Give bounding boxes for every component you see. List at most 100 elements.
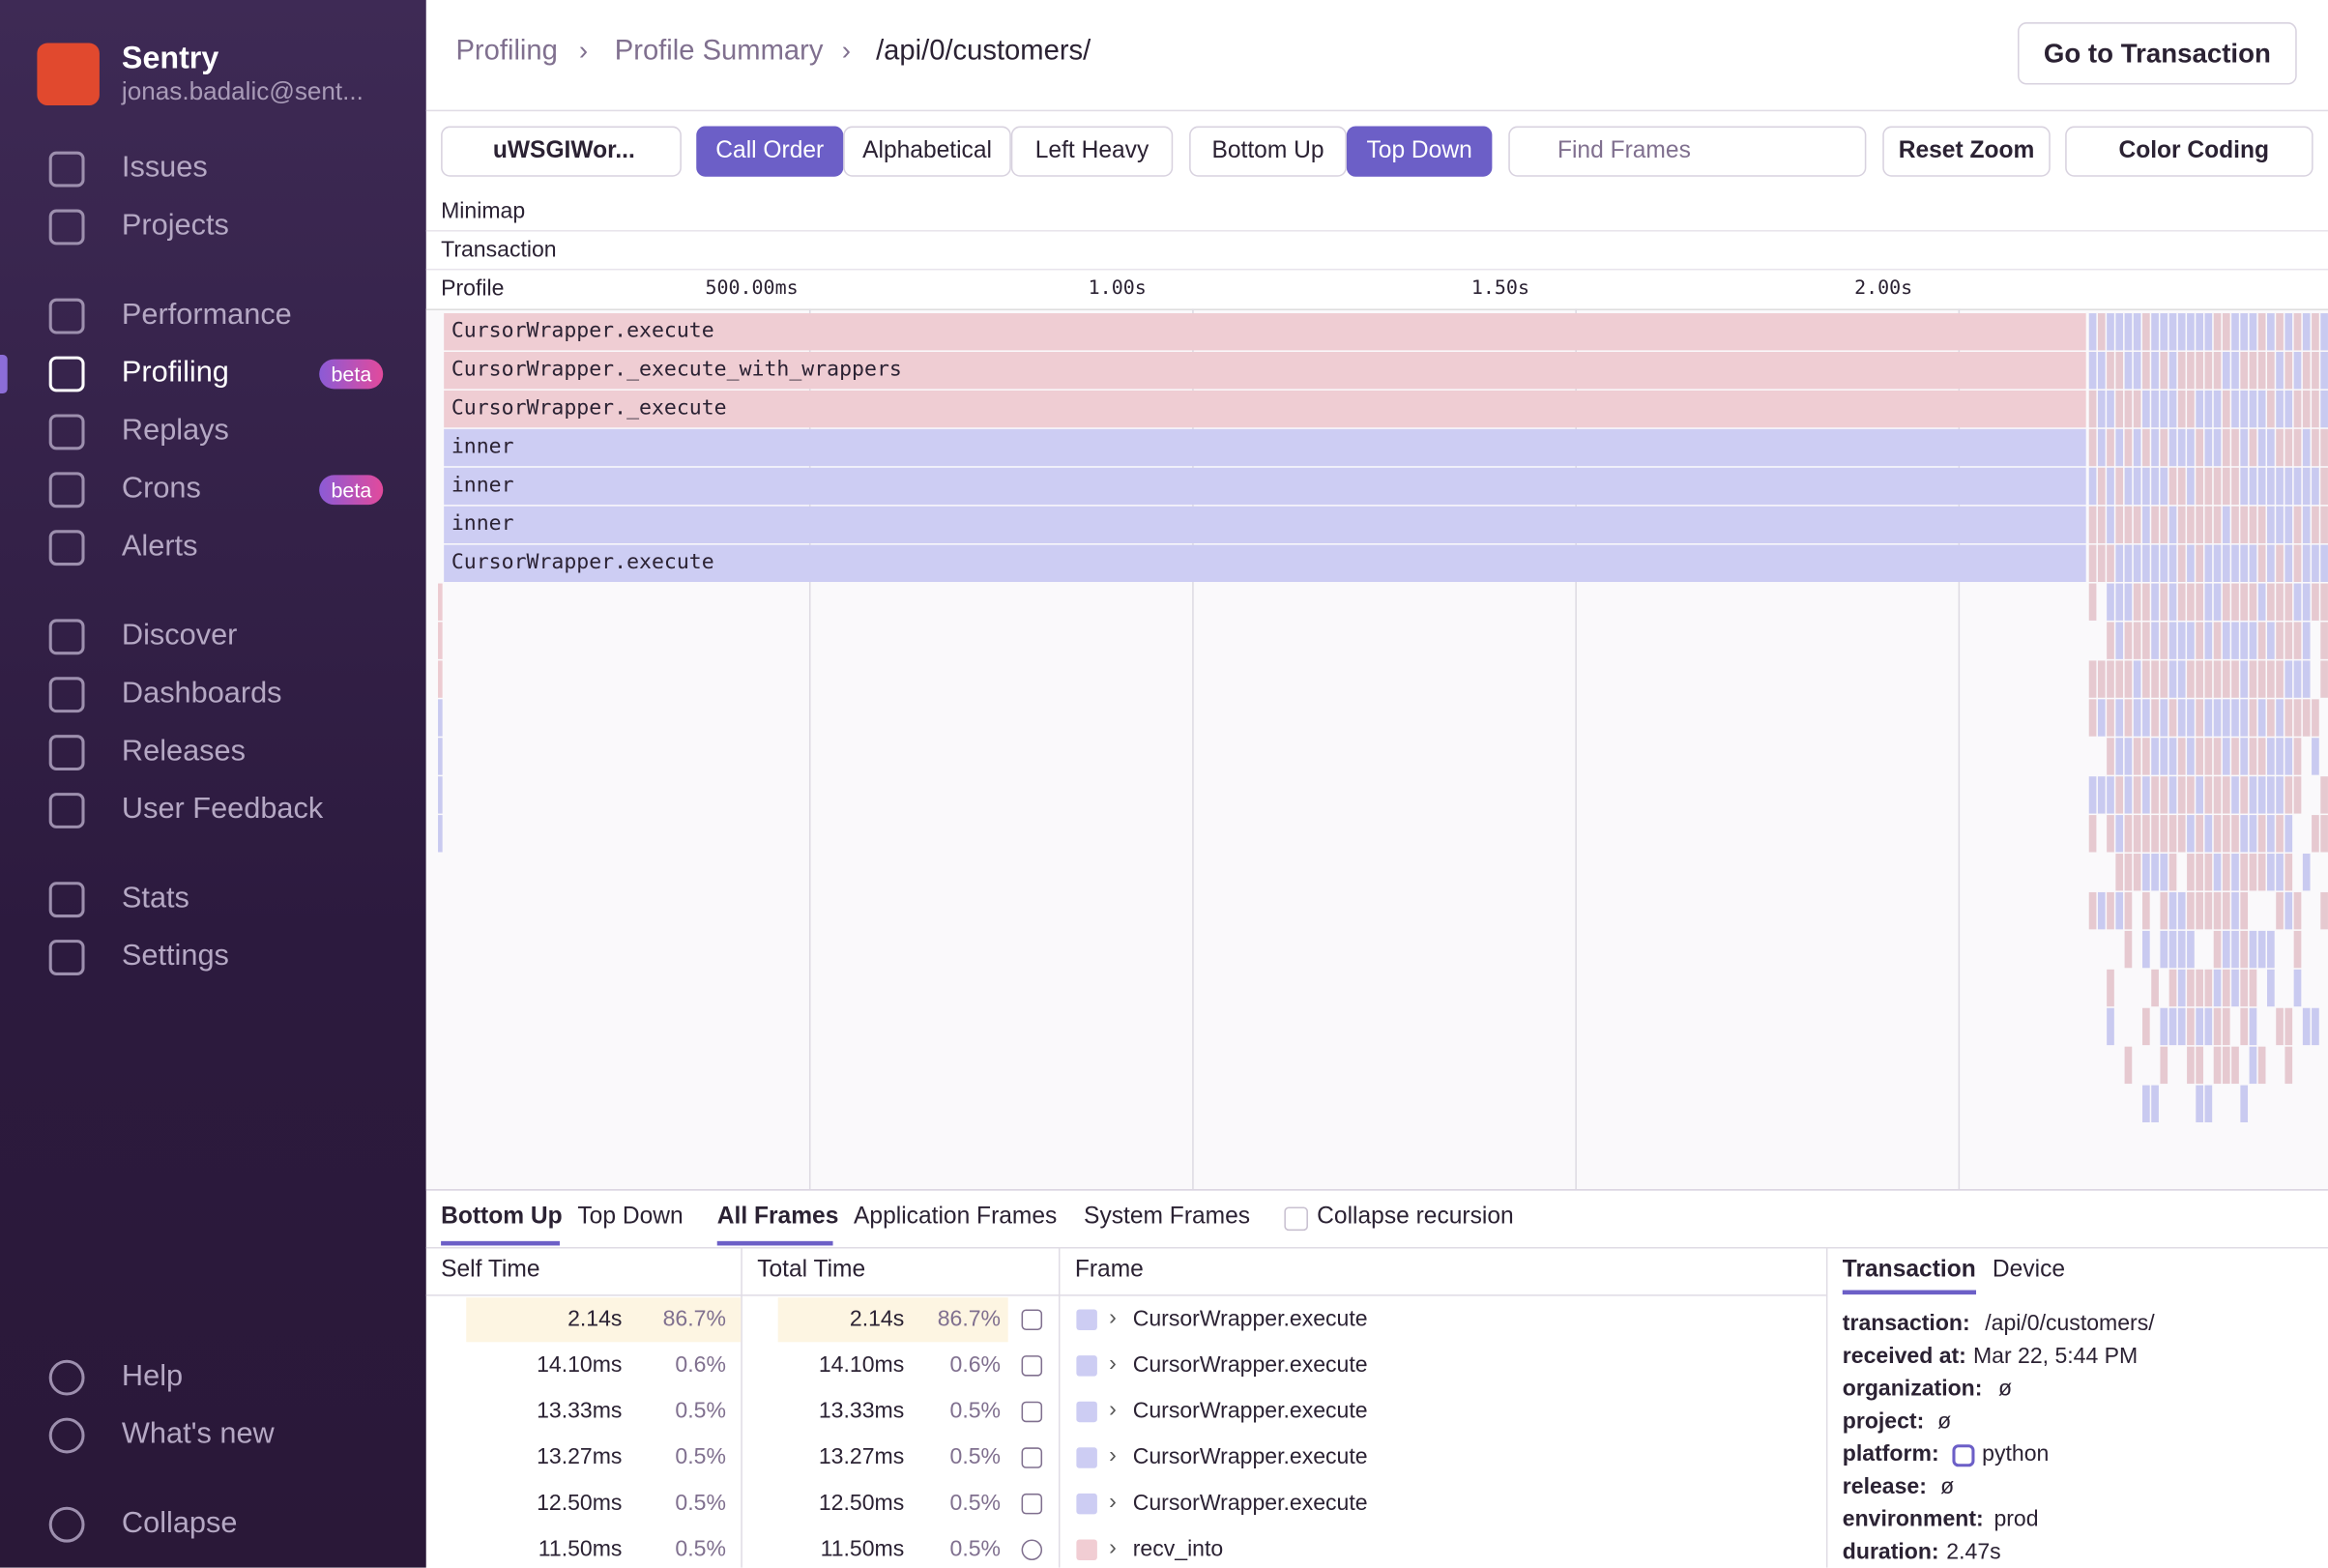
frame-tail [2213,930,2222,969]
frame[interactable]: inner [444,467,2086,506]
frame-tail [2088,776,2097,814]
frame-tail [2320,776,2328,814]
cell: 86.7% [662,1306,726,1332]
frame[interactable]: CursorWrapper.execute [444,313,2086,351]
frame-tail [2293,428,2302,467]
frame-tail [2151,544,2159,582]
frame-tail [2187,776,2195,814]
search-input[interactable]: Find Frames [1508,126,1867,177]
nav-item[interactable]: Crons [121,472,201,506]
frame-tail [2249,699,2257,737]
segment-button[interactable]: Alphabetical [843,126,1011,177]
nav-item[interactable]: Projects [121,209,229,243]
nav-icon [48,882,85,918]
cell: 0.5% [675,1398,726,1424]
frame[interactable]: inner [444,428,2086,467]
frame-name[interactable]: CursorWrapper.execute [1132,1306,1368,1332]
reset-zoom[interactable]: Reset Zoom [1882,126,2051,177]
nav-item[interactable]: Issues [121,151,208,185]
frame-tail [2249,1007,2257,1046]
breadcrumb[interactable]: Profiling [455,35,558,68]
frame-tail [2160,583,2168,621]
nav-item[interactable]: Replays [121,414,229,448]
nav-item[interactable]: Discover [121,619,238,653]
frame-tail [2249,544,2257,582]
filter-tab[interactable]: Application Frames [854,1204,1058,1230]
frame-tail [2293,622,2302,659]
frame-name[interactable]: CursorWrapper.execute [1132,1444,1368,1470]
org-name[interactable]: Sentry [121,41,219,76]
frame[interactable]: CursorWrapper.execute [444,544,2086,582]
breadcrumb[interactable]: Profile Summary [614,35,824,68]
nav-item[interactable]: Performance [121,298,292,332]
column-header[interactable]: Frame [1074,1257,1144,1283]
frame-tail [2257,351,2266,390]
frame-tail [2276,1007,2284,1046]
frame-swatch [1076,1447,1097,1468]
frame-tail [2213,467,2222,506]
frame-tail [2160,1007,2168,1046]
checkbox[interactable] [1284,1206,1308,1232]
frame-tail [2249,660,2257,698]
frame-tail [2284,738,2293,775]
frame-tail [2312,544,2319,582]
frame-tail [2160,313,2168,351]
segment-button[interactable]: Top Down [1346,126,1493,177]
nav-item[interactable]: Stats [121,882,189,915]
frame-tail [2088,390,2097,428]
nav-item[interactable]: Settings [121,940,229,973]
frame-tail [2213,622,2222,659]
nav-item[interactable]: User Feedback [121,793,324,826]
frame-tail [2160,699,2168,737]
tab[interactable]: Top Down [577,1204,684,1230]
divider [425,268,2328,271]
column-header[interactable]: Total Time [757,1257,866,1283]
frame-tail [2187,467,2195,506]
frame-name[interactable]: CursorWrapper.execute [1132,1398,1368,1424]
frame-tail [2276,738,2284,775]
nav-item[interactable]: Dashboards [121,677,282,711]
filter-tab[interactable]: All Frames [716,1204,839,1230]
segment-button[interactable]: Left Heavy [1010,126,1174,177]
nav-item[interactable]: Releases [121,735,246,768]
go-to-transaction[interactable]: Go to Transaction [2018,22,2297,85]
frame[interactable]: CursorWrapper._execute_with_wrappers [444,351,2086,390]
footer-item[interactable]: Collapse [121,1506,238,1540]
frame-tail [2293,738,2302,775]
cell: 14.10ms [537,1352,623,1379]
frame-tail [2133,699,2141,737]
color-coding[interactable]: Color Coding [2065,126,2313,177]
frame-name[interactable]: CursorWrapper.execute [1132,1490,1368,1516]
column-header[interactable]: Self Time [441,1257,540,1283]
footer-item[interactable]: Help [121,1359,184,1393]
frame-tail [2257,506,2266,544]
frame[interactable]: CursorWrapper._execute [444,390,2086,428]
nav-item[interactable]: Profiling [121,356,229,390]
frame[interactable]: inner [444,506,2086,544]
details-tab[interactable]: Device [1992,1257,2066,1283]
nav-item[interactable]: Alerts [121,530,198,564]
frame-tail [2142,699,2150,737]
frame-tail [2276,776,2284,814]
frame-tail [2142,930,2150,969]
frame-tail [2115,854,2124,891]
section-header[interactable]: Minimap [441,198,526,224]
frame-tail [2107,583,2114,621]
frame-tail [2257,544,2266,582]
segment-button[interactable]: Bottom Up [1189,126,1347,177]
details-tab[interactable]: Transaction [1842,1257,1976,1283]
segment-button[interactable]: Call Order [696,126,844,177]
section-header[interactable]: Transaction [441,237,557,263]
filter-tab[interactable]: System Frames [1084,1204,1251,1230]
frame-name[interactable]: CursorWrapper.execute [1132,1352,1368,1379]
frame-tail [2240,390,2249,428]
frame-name[interactable]: recv_into [1132,1536,1224,1562]
cell: 13.27ms [537,1444,623,1470]
tab[interactable]: Bottom Up [441,1204,563,1230]
footer-item[interactable]: What's new [121,1417,275,1451]
frame-tail [2284,699,2293,737]
frame-tail [2284,622,2293,659]
thread-select[interactable]: uWSGIWor... [441,126,682,177]
frame-tail [2177,1007,2186,1046]
